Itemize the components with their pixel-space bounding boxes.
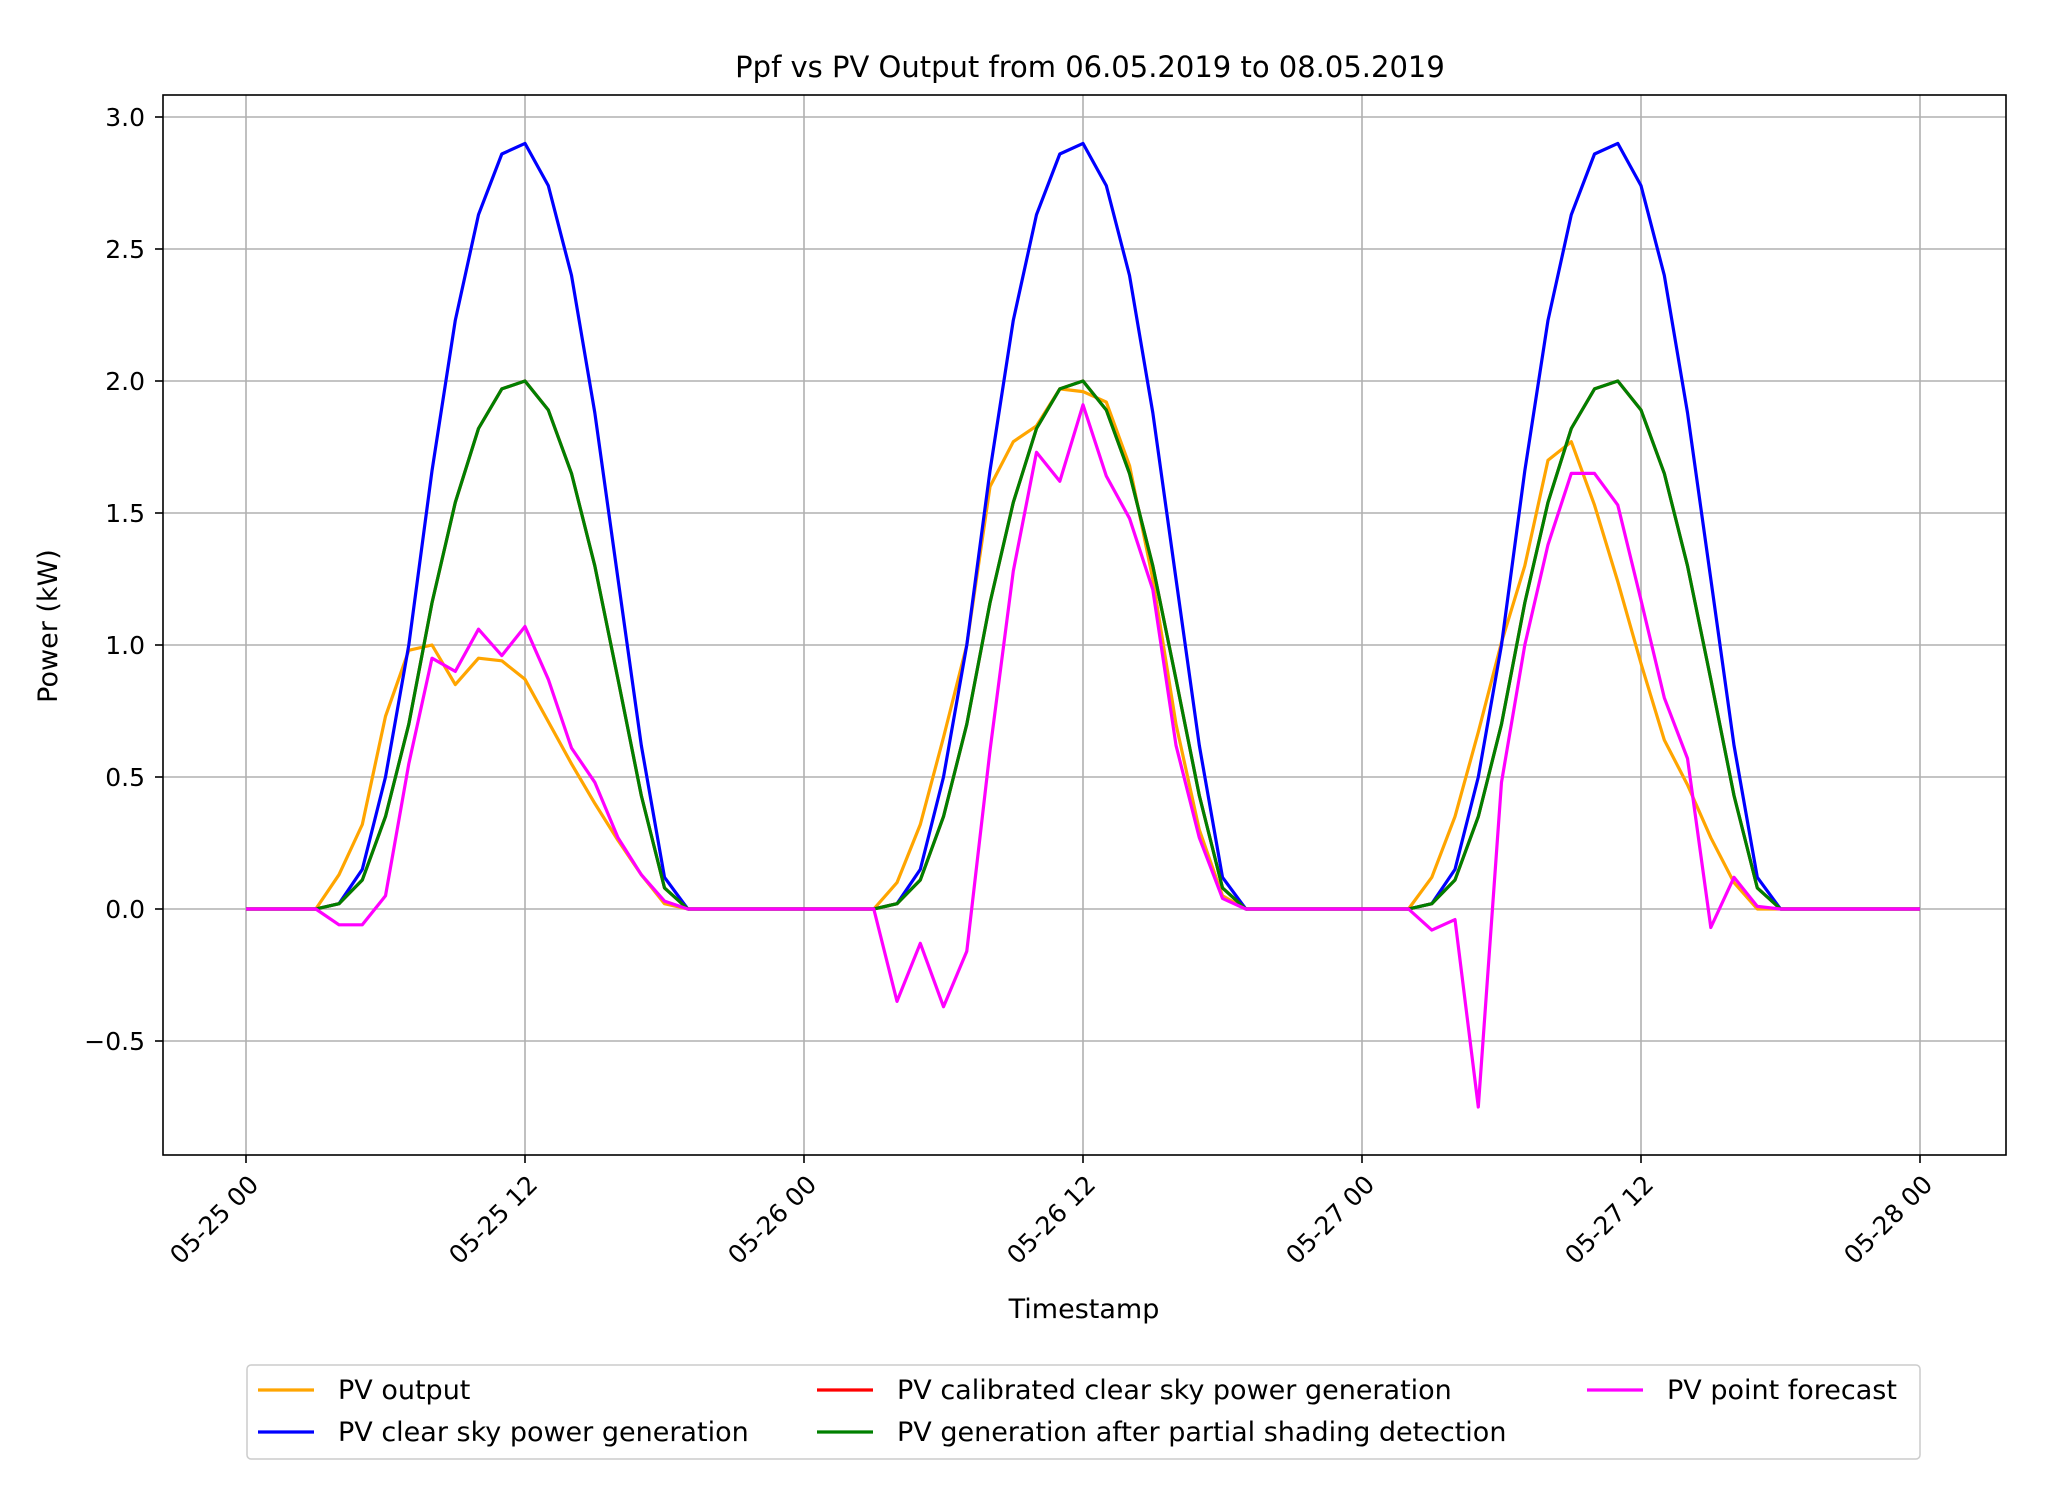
x-tick-label: 05-27 00 xyxy=(1280,1170,1380,1270)
x-tick-label: 05-25 12 xyxy=(443,1170,543,1270)
legend-label-2: PV calibrated clear sky power generation xyxy=(897,1375,1452,1406)
x-axis-label: Timestamp xyxy=(1008,1294,1160,1325)
y-axis-label: Power (kW) xyxy=(33,549,64,703)
y-tick-label: 3.0 xyxy=(105,103,145,132)
plot-frame xyxy=(162,94,2007,1156)
x-tick-label: 05-26 12 xyxy=(1001,1170,1101,1270)
y-tick-label: 0.0 xyxy=(105,895,145,924)
y-tick-label: 1.0 xyxy=(105,631,145,660)
x-tick-label: 05-25 00 xyxy=(164,1170,264,1270)
chart-title: Ppf vs PV Output from 06.05.2019 to 08.0… xyxy=(735,50,1445,84)
y-tick-label: 0.5 xyxy=(105,763,145,792)
legend-label-1: PV clear sky power generation xyxy=(338,1417,749,1448)
series-line-4 xyxy=(246,403,1920,1109)
series-lines xyxy=(246,141,1920,1109)
legend-box xyxy=(246,1364,1921,1460)
x-tick-label: 05-28 00 xyxy=(1838,1170,1938,1270)
legend-label-0: PV output xyxy=(338,1375,470,1406)
series-line-0 xyxy=(246,387,1920,911)
series-line-1 xyxy=(246,141,1920,911)
y-tick-label: 2.0 xyxy=(105,367,145,396)
x-axis-ticks: 05-25 00 05-25 12 05-26 00 05-26 12 05-27 00… xyxy=(164,1155,1938,1270)
x-tick-label: 05-27 12 xyxy=(1559,1170,1659,1270)
series-line-3 xyxy=(246,379,1920,911)
legend: PV output PV clear sky power generation PV… xyxy=(246,1364,1921,1460)
y-tick-label: −0.5 xyxy=(84,1027,145,1056)
x-tick-label: 05-26 00 xyxy=(722,1170,822,1270)
grid xyxy=(163,95,2006,1155)
legend-label-4: PV point forecast xyxy=(1667,1375,1897,1406)
y-axis-ticks: −0.5 0.0 0.5 1.0 1.5 2.0 2.5 3.0 xyxy=(84,103,163,1056)
legend-label-3: PV generation after partial shading dete… xyxy=(897,1417,1506,1448)
y-tick-label: 1.5 xyxy=(105,499,145,528)
y-tick-label: 2.5 xyxy=(105,235,145,264)
